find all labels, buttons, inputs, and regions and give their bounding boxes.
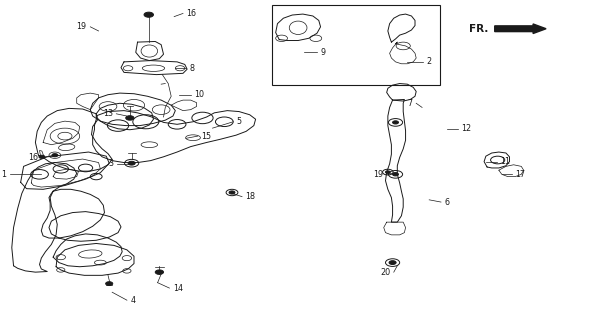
Circle shape (389, 261, 396, 265)
Text: 3: 3 (108, 159, 113, 168)
Circle shape (52, 154, 58, 157)
Text: 9: 9 (321, 48, 326, 57)
Text: 13: 13 (103, 109, 113, 118)
Circle shape (144, 12, 153, 17)
Text: 5: 5 (237, 117, 242, 126)
Text: 15: 15 (201, 132, 211, 140)
Text: 20: 20 (380, 268, 390, 277)
Text: 18: 18 (245, 192, 255, 201)
Text: FR.: FR. (469, 24, 489, 34)
Circle shape (393, 173, 399, 176)
Circle shape (393, 121, 399, 124)
Text: 16: 16 (28, 153, 38, 162)
Circle shape (229, 191, 235, 194)
Text: 17: 17 (516, 170, 526, 179)
Text: 6: 6 (444, 197, 450, 206)
FancyArrow shape (495, 24, 546, 34)
Circle shape (386, 171, 390, 173)
Circle shape (155, 270, 163, 274)
Text: 11: 11 (501, 157, 511, 166)
Circle shape (39, 155, 45, 158)
Text: 19: 19 (373, 170, 383, 179)
Text: 4: 4 (131, 296, 135, 305)
Text: 7: 7 (407, 99, 413, 108)
Text: 2: 2 (427, 57, 432, 66)
Text: 12: 12 (461, 124, 471, 133)
Circle shape (126, 116, 134, 120)
Text: 19: 19 (77, 22, 87, 31)
Circle shape (128, 161, 135, 165)
Bar (271, 5, 440, 85)
Text: 1: 1 (1, 170, 7, 179)
Text: 8: 8 (189, 64, 194, 73)
Circle shape (106, 282, 113, 285)
Text: 14: 14 (173, 284, 183, 292)
Text: 10: 10 (194, 90, 204, 99)
Text: 16: 16 (187, 9, 197, 18)
